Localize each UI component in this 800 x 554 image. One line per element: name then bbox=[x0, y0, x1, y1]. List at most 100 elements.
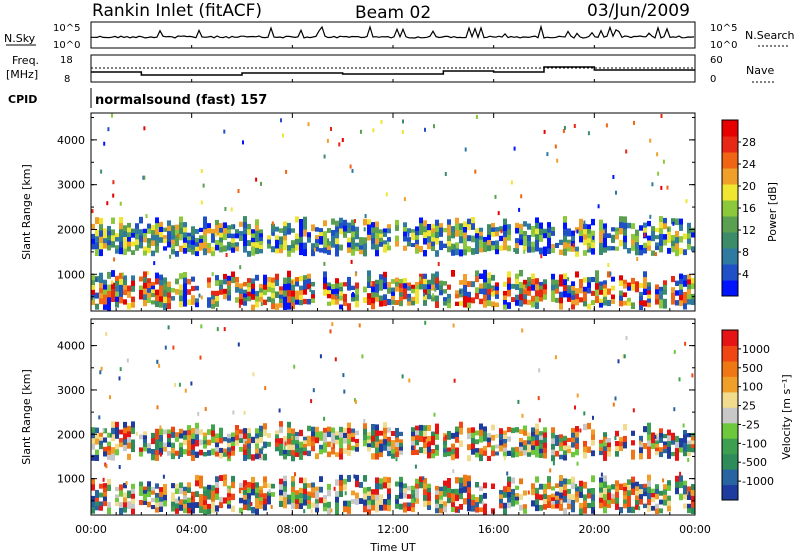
heatmap-cell bbox=[575, 496, 579, 503]
heatmap-cell bbox=[427, 224, 431, 231]
heatmap-cell bbox=[567, 228, 571, 233]
heatmap-cell bbox=[391, 453, 395, 459]
heatmap-cell bbox=[503, 300, 507, 306]
heatmap-cell bbox=[655, 289, 659, 295]
heatmap-cell bbox=[679, 284, 683, 290]
heatmap-cell bbox=[575, 437, 579, 444]
heatmap-cell bbox=[247, 433, 251, 439]
heatmap-cell bbox=[660, 114, 663, 118]
heatmap-cell bbox=[611, 493, 615, 500]
heatmap-cell bbox=[663, 494, 667, 501]
heatmap-cell bbox=[591, 450, 595, 457]
heatmap-cell bbox=[383, 277, 387, 284]
heatmap-cell bbox=[543, 442, 547, 449]
heatmap-cell bbox=[139, 447, 143, 453]
heatmap-cell bbox=[459, 477, 463, 484]
heatmap-cell bbox=[495, 302, 499, 307]
heatmap-cell bbox=[609, 271, 612, 276]
heatmap-cell bbox=[147, 443, 151, 449]
heatmap-cell bbox=[647, 446, 651, 453]
heatmap-cell bbox=[687, 279, 691, 285]
heatmap-cell bbox=[295, 440, 299, 445]
heatmap-cell bbox=[491, 287, 494, 292]
heatmap-cell bbox=[401, 130, 404, 134]
heatmap-cell bbox=[307, 440, 311, 447]
heatmap-cell bbox=[95, 505, 99, 511]
heatmap-cell bbox=[643, 487, 647, 493]
heatmap-cell bbox=[415, 299, 419, 304]
heatmap-cell bbox=[347, 500, 351, 508]
heatmap-cell bbox=[268, 489, 271, 494]
colorbar-tick-label: -1000 bbox=[742, 475, 774, 488]
heatmap-cell bbox=[563, 222, 567, 230]
heatmap-cell bbox=[211, 501, 215, 508]
beam-label: Beam 02 bbox=[355, 3, 431, 23]
heatmap-cell bbox=[231, 432, 235, 438]
heatmap-cell bbox=[539, 431, 543, 437]
heatmap-cell bbox=[423, 300, 427, 306]
heatmap-cell bbox=[443, 452, 447, 457]
heatmap-cell bbox=[555, 242, 559, 248]
heatmap-cell bbox=[683, 280, 687, 287]
heatmap-cell bbox=[327, 290, 331, 295]
heatmap-cell bbox=[363, 249, 367, 257]
heatmap-cell bbox=[575, 443, 579, 450]
heatmap-cell bbox=[499, 433, 503, 441]
heatmap-cell bbox=[617, 359, 620, 364]
heatmap-cell bbox=[415, 292, 419, 297]
heatmap-cell bbox=[95, 236, 99, 244]
heatmap-cell bbox=[207, 508, 211, 514]
heatmap-cell bbox=[243, 483, 245, 488]
heatmap-cell bbox=[335, 299, 339, 305]
heatmap-cell bbox=[523, 231, 527, 237]
heatmap-cell bbox=[475, 502, 479, 508]
heatmap-cell bbox=[115, 494, 119, 499]
colorbar-tick-label: 100 bbox=[742, 381, 763, 394]
heatmap-cell bbox=[323, 261, 326, 266]
heatmap-cell bbox=[663, 489, 667, 496]
heatmap-cell bbox=[379, 242, 383, 247]
heatmap-cell bbox=[660, 185, 663, 190]
heatmap-cell bbox=[615, 227, 619, 232]
heatmap-cell bbox=[579, 236, 583, 243]
heatmap-cell bbox=[251, 304, 255, 311]
heatmap-cell bbox=[307, 425, 311, 432]
heatmap-cell bbox=[459, 482, 463, 489]
heatmap-cell bbox=[237, 342, 240, 347]
heatmap-cell bbox=[295, 503, 299, 509]
heatmap-cell bbox=[657, 171, 660, 176]
heatmap-cell bbox=[271, 293, 275, 299]
heatmap-cell bbox=[395, 225, 399, 231]
heatmap-cell bbox=[403, 245, 407, 251]
heatmap-cell bbox=[619, 506, 623, 514]
heatmap-cell bbox=[587, 233, 591, 239]
heatmap-cell bbox=[143, 486, 147, 491]
heatmap-cell bbox=[291, 475, 295, 482]
heatmap-cell bbox=[259, 241, 263, 246]
heatmap-cell bbox=[651, 231, 655, 237]
heatmap-cell bbox=[95, 489, 99, 495]
heatmap-cell bbox=[367, 229, 371, 236]
heatmap-cell bbox=[423, 294, 427, 301]
heatmap-cell bbox=[227, 493, 231, 498]
heatmap-cell bbox=[453, 378, 456, 383]
heatmap-cell bbox=[183, 449, 187, 455]
heatmap-cell bbox=[191, 295, 195, 301]
heatmap-cell bbox=[647, 282, 651, 287]
heatmap-cell bbox=[179, 442, 183, 448]
heatmap-cell bbox=[667, 227, 670, 232]
heatmap-cell bbox=[551, 449, 555, 456]
heatmap-cell bbox=[155, 449, 159, 456]
heatmap-cell bbox=[563, 484, 567, 491]
heatmap-cell bbox=[95, 493, 99, 499]
heatmap-cell bbox=[191, 449, 195, 456]
heatmap-cell bbox=[547, 237, 551, 244]
heatmap-cell bbox=[691, 444, 695, 449]
heatmap-cell bbox=[95, 438, 99, 445]
heatmap-cell bbox=[183, 508, 187, 514]
heatmap-cell bbox=[335, 238, 339, 245]
heatmap-cell bbox=[379, 452, 383, 458]
heatmap-cell bbox=[231, 233, 235, 239]
heatmap-cell bbox=[247, 487, 251, 494]
heatmap-cell bbox=[291, 435, 294, 440]
